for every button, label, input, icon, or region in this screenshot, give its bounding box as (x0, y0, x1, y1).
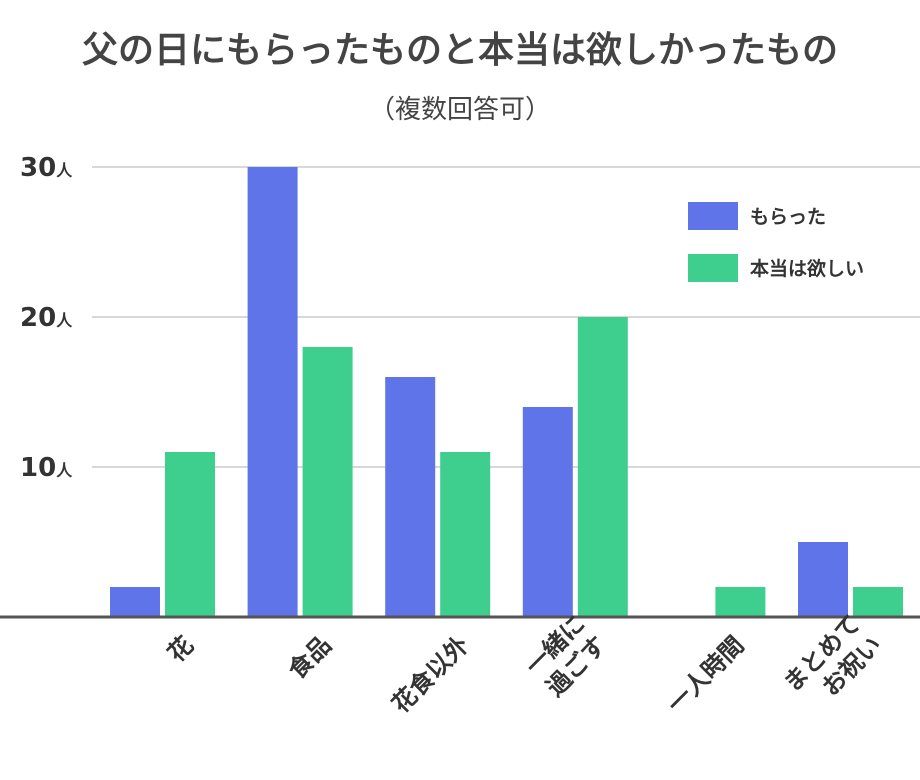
y-tick-label: 30人 (20, 153, 73, 183)
y-tick-unit: 人 (56, 461, 73, 480)
y-tick-unit: 人 (56, 311, 73, 330)
bars (110, 167, 903, 617)
legend-swatch (688, 202, 738, 230)
bar-received (247, 167, 298, 617)
x-tick-label-line: 花食以外 (387, 631, 475, 719)
legend-label: 本当は欲しい (750, 257, 864, 280)
bar-received (522, 407, 573, 617)
bar-wanted (853, 587, 903, 617)
legend-label: もらった (750, 206, 826, 228)
x-tick-label: 食品 (283, 631, 337, 685)
x-tick-label: 花 (162, 631, 199, 668)
y-tick-label: 20人 (20, 303, 73, 333)
x-tick-label-line: 食品 (283, 631, 337, 685)
y-tick-value: 30 (20, 153, 56, 183)
y-tick-value: 10 (20, 453, 56, 483)
bar-wanted (165, 452, 215, 617)
bar-received (798, 542, 848, 617)
y-tick-unit: 人 (56, 161, 73, 180)
x-tick-label-line: 一人時間 (662, 631, 750, 719)
bar-received (110, 587, 160, 617)
y-tick-value: 20 (20, 303, 56, 333)
chart-title: 父の日にもらったものと本当は欲しかったもの (82, 30, 838, 71)
bar-wanted (440, 452, 491, 617)
x-tick-label: 花食以外 (387, 631, 475, 719)
gridlines (92, 166, 920, 468)
bar-wanted (302, 347, 353, 617)
chart-subtitle: （複数回答可） (369, 95, 551, 125)
x-tick-label: 一人時間 (662, 631, 750, 719)
y-tick-label: 10人 (20, 453, 73, 483)
bar-wanted (715, 587, 766, 617)
bar-received (385, 377, 436, 617)
x-tick-label-line: 花 (162, 631, 199, 668)
legend-swatch (688, 254, 738, 282)
bar-wanted (577, 317, 628, 617)
